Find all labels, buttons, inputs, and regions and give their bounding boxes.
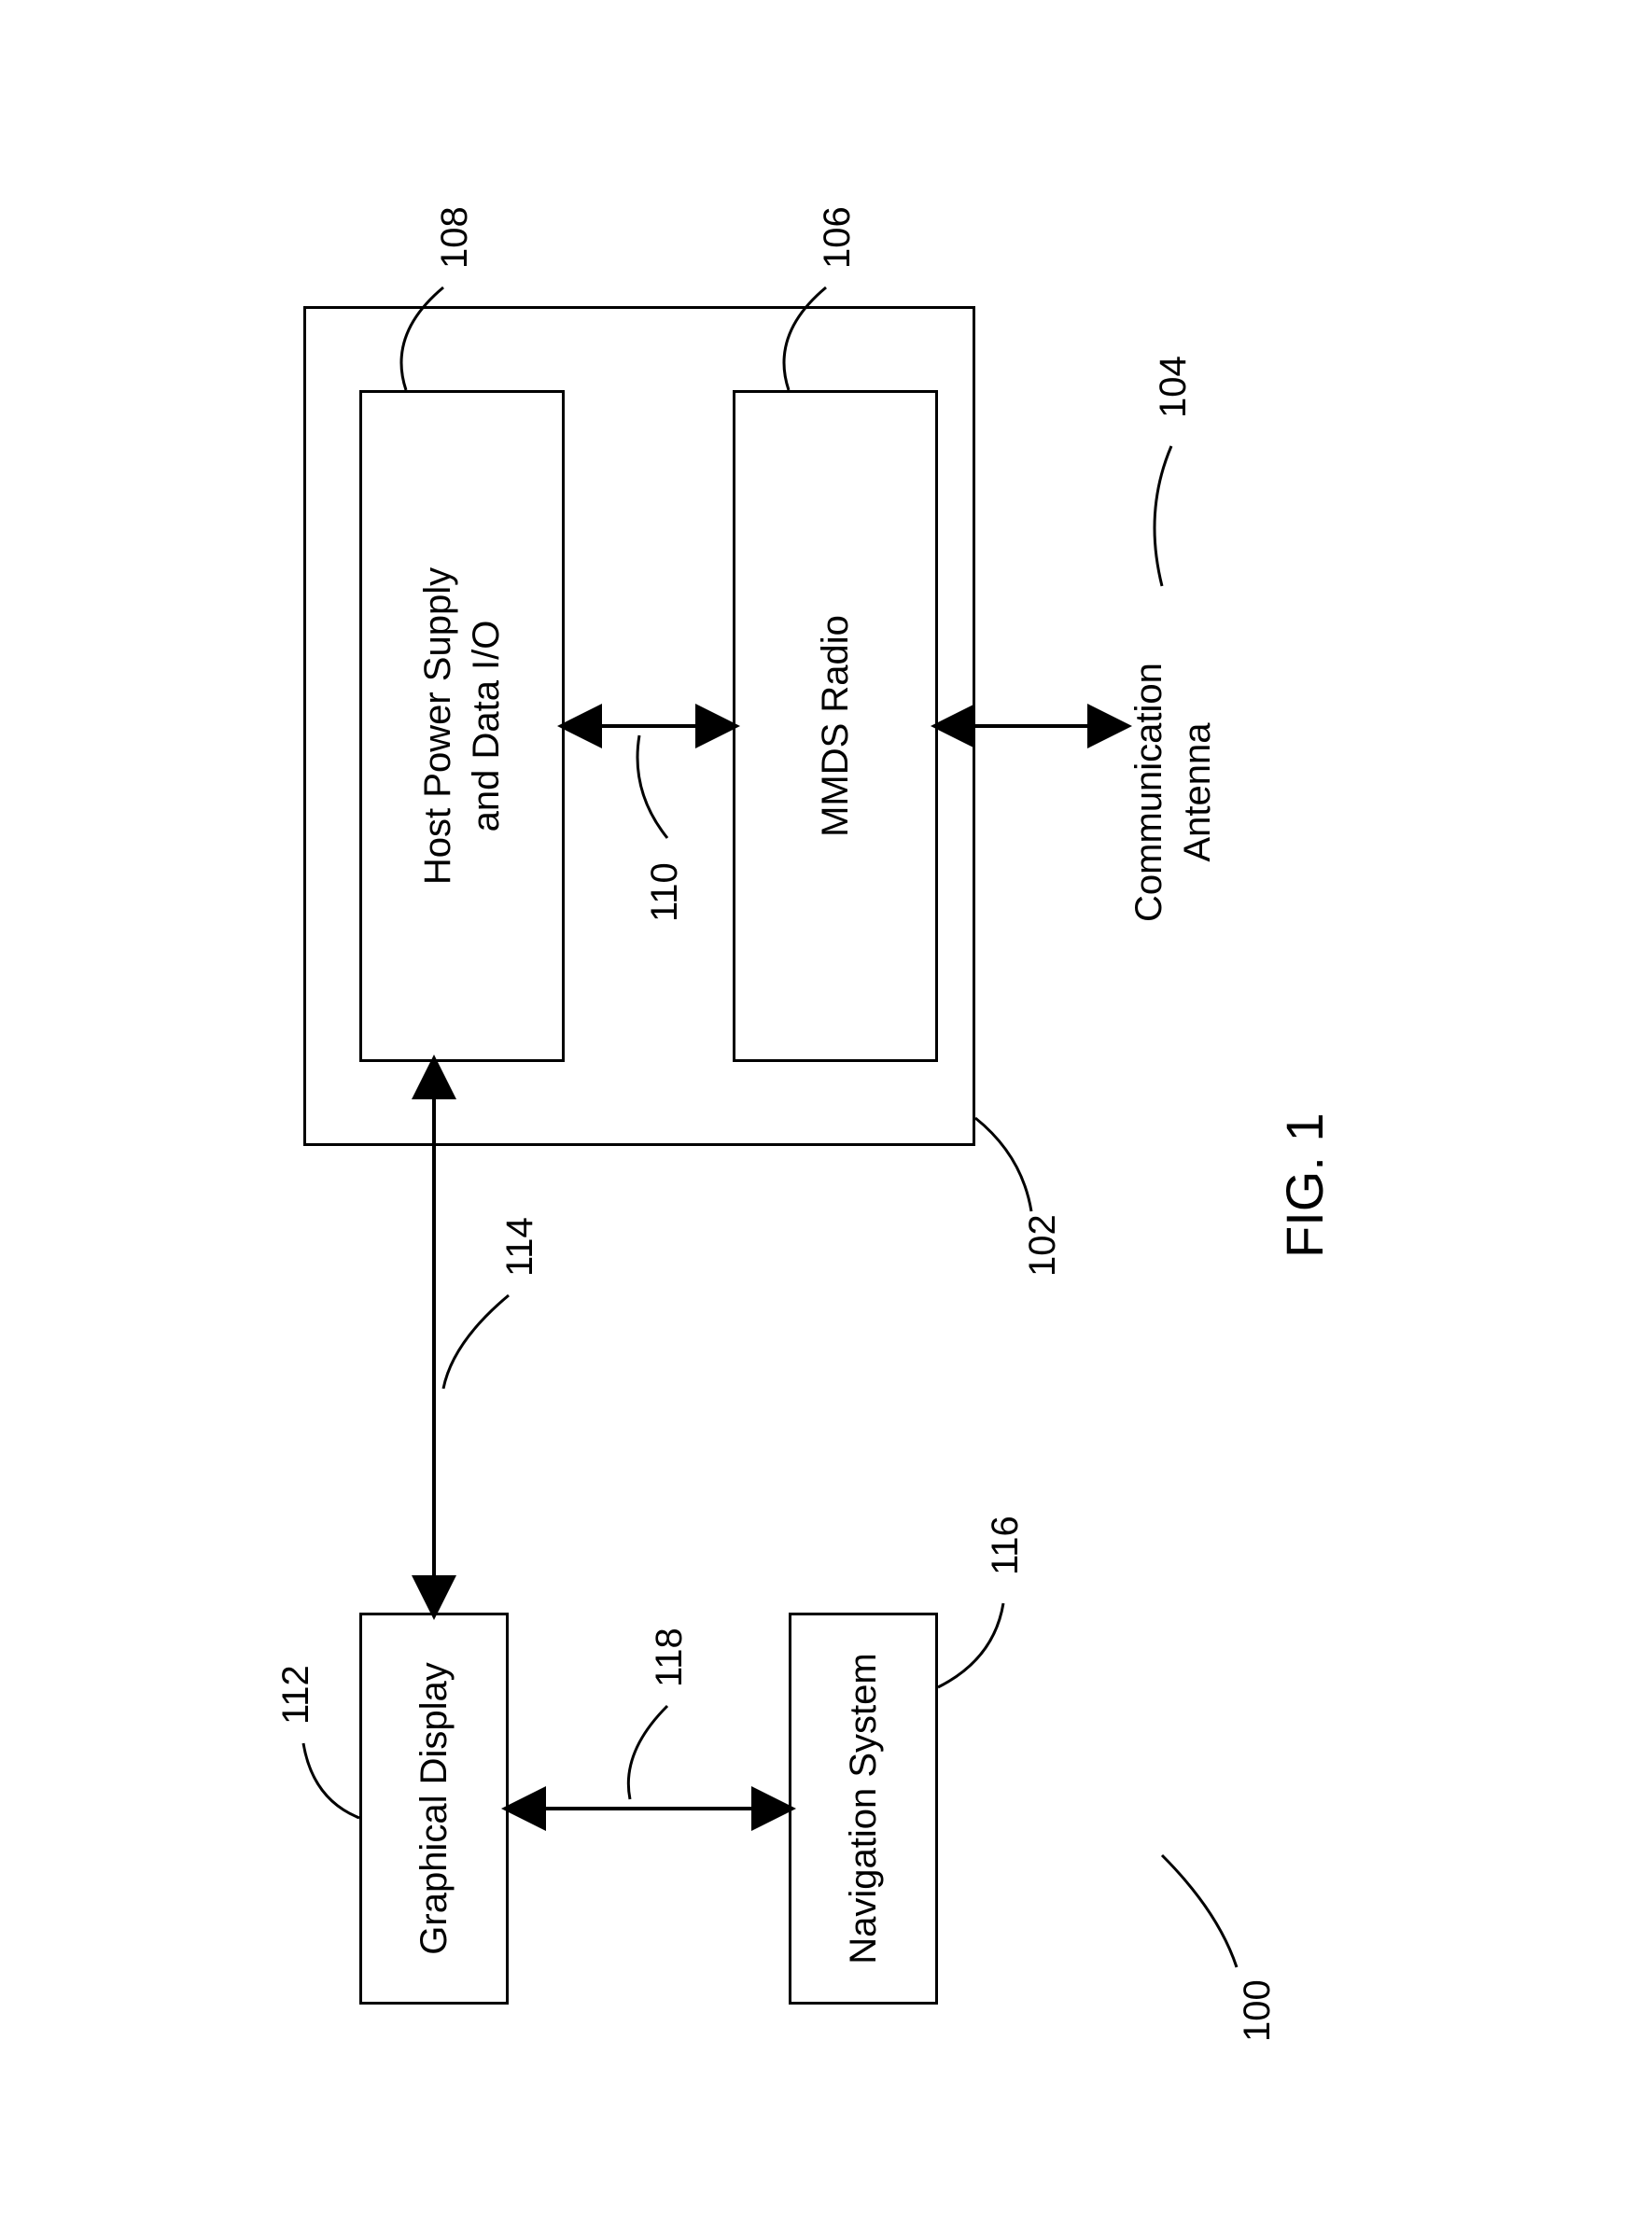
ref-110: 110	[644, 862, 686, 922]
leader-102	[975, 1109, 1041, 1221]
connector-radio-antenna	[938, 717, 1125, 735]
figure-title: FIG. 1	[1274, 1112, 1335, 1258]
ref-108: 108	[434, 206, 476, 269]
mmds-radio-label: MMDS Radio	[811, 615, 860, 837]
ref-112: 112	[275, 1665, 317, 1725]
ref-106: 106	[817, 206, 859, 269]
graphical-display-label: Graphical Display	[410, 1662, 458, 1954]
leader-110	[630, 735, 677, 847]
leader-116	[938, 1585, 1013, 1697]
connector-display-nav	[509, 1799, 789, 1818]
ref-114: 114	[499, 1217, 541, 1277]
leader-106	[770, 278, 845, 390]
ref-100: 100	[1237, 1979, 1279, 2042]
connector-host-radio	[565, 717, 733, 735]
graphical-display-box: Graphical Display	[359, 1613, 509, 2005]
leader-114	[443, 1286, 518, 1389]
host-power-supply-box: Host Power Supply and Data I/O	[359, 390, 565, 1062]
connector-display-host	[425, 1062, 443, 1613]
comm-antenna-label: Communication Antenna	[1125, 663, 1222, 922]
navigation-system-box: Navigation System	[789, 1613, 938, 2005]
host-power-supply-label: Host Power Supply and Data I/O	[413, 567, 511, 885]
navigation-system-label: Navigation System	[839, 1653, 888, 1963]
leader-104	[1143, 437, 1190, 586]
ref-118: 118	[649, 1628, 691, 1687]
ref-116: 116	[985, 1516, 1027, 1575]
mmds-radio-box: MMDS Radio	[733, 390, 938, 1062]
leader-100	[1162, 1846, 1246, 1977]
ref-104: 104	[1153, 356, 1195, 418]
leader-112	[294, 1715, 359, 1827]
ref-102: 102	[1022, 1214, 1064, 1277]
leader-108	[387, 278, 462, 390]
leader-118	[621, 1697, 677, 1799]
block-diagram: Graphical Display Navigation System Host…	[266, 138, 1386, 2098]
